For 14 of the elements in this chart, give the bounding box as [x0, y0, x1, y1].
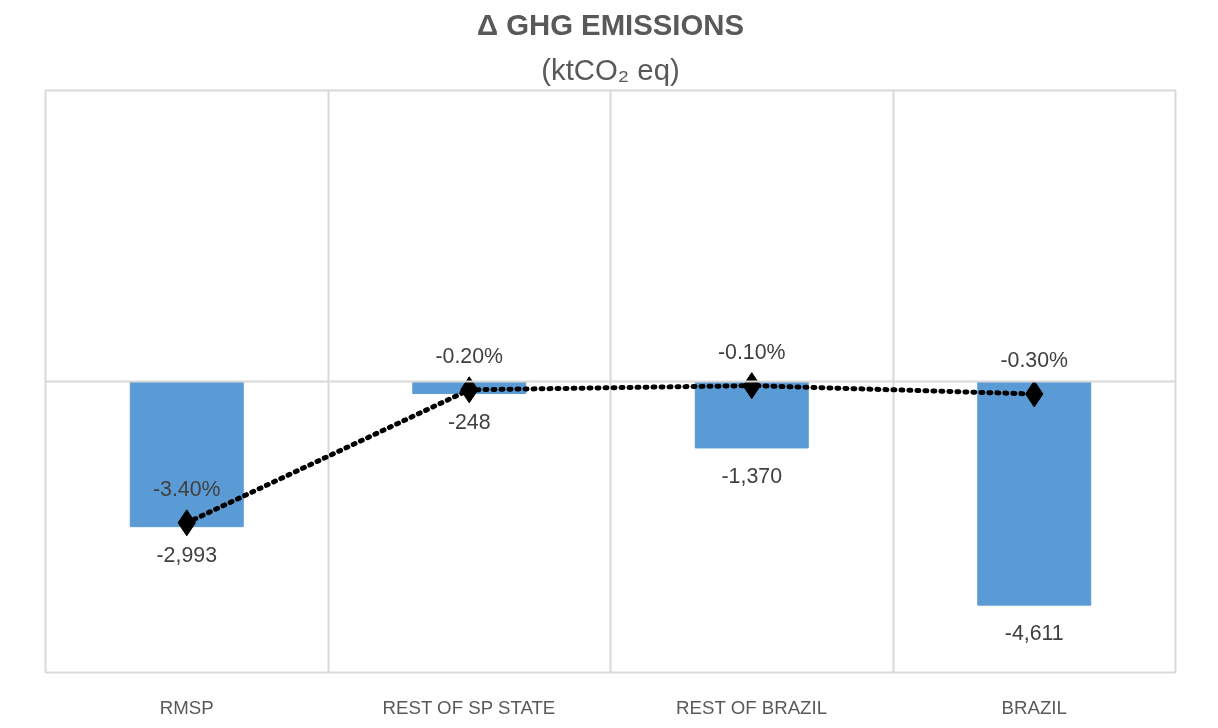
- data-label: -4,611: [1004, 621, 1064, 646]
- chart-title: Δ GHG EMISSIONS: [476, 7, 745, 41]
- chart-subtitle: (ktCO₂ eq): [541, 52, 680, 86]
- data-label: -248: [447, 409, 491, 434]
- data-label: -0.30%: [1000, 347, 1069, 372]
- data-label: -1,370: [721, 463, 783, 488]
- data-label: -0.10%: [717, 339, 786, 364]
- data-label: -2,993: [156, 542, 217, 567]
- x-tick-label: REST OF BRAZIL: [676, 696, 828, 718]
- data-label: -0.20%: [435, 343, 504, 368]
- data-label: -3.40%: [152, 476, 221, 501]
- x-tick-label: BRAZIL: [1001, 696, 1067, 718]
- x-tick-label: RMSP: [159, 696, 214, 718]
- x-tick-label: REST OF SP STATE: [382, 696, 556, 718]
